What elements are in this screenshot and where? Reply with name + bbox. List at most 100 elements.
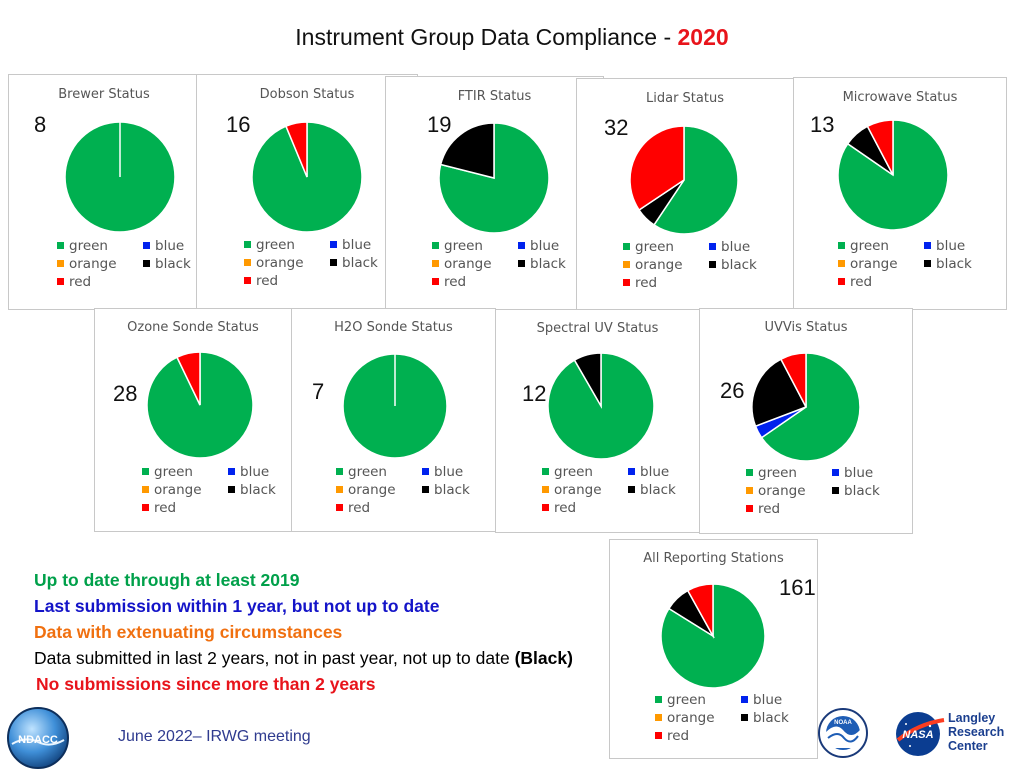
- legend-item-green: green: [142, 464, 193, 480]
- station-count: 8: [34, 112, 47, 137]
- legend-label: black: [721, 257, 757, 273]
- legend-label: blue: [342, 237, 372, 253]
- legend-item-green: green: [336, 464, 387, 480]
- legend-swatch-orange: [746, 487, 753, 494]
- legend-item-red: red: [57, 274, 91, 290]
- legend-item-red: red: [142, 500, 176, 516]
- legend-label: black: [844, 483, 880, 499]
- pie-legend: green blue orange black red: [655, 692, 805, 748]
- legend-label: red: [758, 501, 781, 517]
- legend-label: red: [667, 728, 690, 744]
- station-count: 28: [113, 381, 138, 406]
- pie-chart: [629, 125, 739, 235]
- pie-slice-black: [751, 358, 808, 428]
- pie-slice-red: [176, 351, 201, 406]
- legend-label: blue: [640, 464, 670, 480]
- legend-label: green: [667, 692, 706, 708]
- legend-label: orange: [667, 710, 715, 726]
- pie-title: Dobson Status: [259, 87, 355, 102]
- pie-chart: [837, 119, 949, 231]
- legend-swatch-green: [655, 696, 662, 703]
- legend-label: black: [434, 482, 470, 498]
- legend-swatch-red: [746, 505, 753, 512]
- station-count: 7: [312, 379, 325, 404]
- legend-swatch-red: [57, 278, 64, 285]
- pie-chart: [751, 352, 861, 462]
- legend-swatch-orange: [838, 260, 845, 267]
- legend-swatch-black: [709, 261, 716, 268]
- pie-chart: [146, 351, 254, 459]
- legend-item-blue: blue: [741, 692, 782, 708]
- ndacc-logo-text: NDACC: [18, 734, 58, 746]
- legend-item-red: red: [838, 274, 872, 290]
- station-count: 161: [779, 575, 816, 600]
- legend-item-blue: blue: [924, 238, 965, 254]
- legend-item-green: green: [655, 692, 706, 708]
- legend-swatch-green: [432, 242, 439, 249]
- pie-title: UVVis Status: [764, 320, 848, 335]
- pie-legend: green blue orange black red: [142, 464, 292, 520]
- legend-item-black: black: [628, 482, 676, 498]
- pie-legend: green blue orange black red: [432, 238, 582, 294]
- pie-legend: green blue orange black red: [336, 464, 486, 520]
- legend-swatch-blue: [709, 243, 716, 250]
- pie-slice-red: [686, 583, 714, 639]
- legend-item-green: green: [838, 238, 889, 254]
- legend-swatch-red: [432, 278, 439, 285]
- pie-title: H2O Sonde Status: [334, 320, 453, 335]
- legend-label: red: [154, 500, 177, 516]
- legend-label: black: [753, 710, 789, 726]
- legend-label: green: [850, 238, 889, 254]
- noaa-logo: NOAA: [818, 708, 868, 758]
- station-count: 26: [720, 378, 745, 403]
- legend-item-black: black: [228, 482, 276, 498]
- legend-swatch-green: [336, 468, 343, 475]
- legend-swatch-green: [244, 241, 251, 248]
- legend-swatch-green: [838, 242, 845, 249]
- pie-title: Microwave Status: [842, 90, 958, 105]
- station-count: 32: [604, 115, 629, 140]
- legend-swatch-black: [228, 486, 235, 493]
- legend-label: orange: [348, 482, 396, 498]
- legend-item-blue: blue: [628, 464, 669, 480]
- legend-label: orange: [69, 256, 117, 272]
- legend-swatch-black: [741, 714, 748, 721]
- legend-item-blue: blue: [143, 238, 184, 254]
- legend-item-orange: orange: [142, 482, 202, 498]
- legend-label: orange: [850, 256, 898, 272]
- legend-label: black: [936, 256, 972, 272]
- legend-swatch-orange: [142, 486, 149, 493]
- pie-title: Ozone Sonde Status: [127, 320, 259, 335]
- note-green: Up to date through at least 2019: [34, 570, 299, 591]
- legend-item-orange: orange: [244, 255, 304, 271]
- legend-swatch-red: [542, 504, 549, 511]
- legend-label: blue: [434, 464, 464, 480]
- legend-swatch-orange: [655, 714, 662, 721]
- legend-item-blue: blue: [709, 239, 750, 255]
- legend-label: orange: [554, 482, 602, 498]
- note-orange: Data with extenuating circumstances: [34, 622, 342, 643]
- legend-item-red: red: [432, 274, 466, 290]
- pie-chart: [660, 583, 766, 689]
- legend-swatch-orange: [244, 259, 251, 266]
- legend-item-orange: orange: [838, 256, 898, 272]
- legend-label: blue: [155, 238, 185, 254]
- legend-label: red: [850, 274, 873, 290]
- legend-item-black: black: [832, 483, 880, 499]
- note-blue: Last submission within 1 year, but not u…: [34, 596, 439, 617]
- pie-slice-black: [439, 122, 495, 179]
- pie-chart: [342, 353, 448, 459]
- legend-item-green: green: [57, 238, 108, 254]
- legend-item-orange: orange: [57, 256, 117, 272]
- note-suffix: (Black): [514, 648, 573, 668]
- pie-legend: green blue orange black red: [838, 238, 988, 294]
- legend-item-red: red: [623, 275, 657, 291]
- pie-legend: green blue orange black red: [542, 464, 692, 520]
- legend-label: blue: [530, 238, 560, 254]
- legend-label: black: [342, 255, 378, 271]
- pie-slice-red: [866, 119, 894, 176]
- legend-swatch-blue: [518, 242, 525, 249]
- legend-swatch-blue: [422, 468, 429, 475]
- legend-swatch-orange: [336, 486, 343, 493]
- nasa-logo: NASA: [896, 712, 945, 756]
